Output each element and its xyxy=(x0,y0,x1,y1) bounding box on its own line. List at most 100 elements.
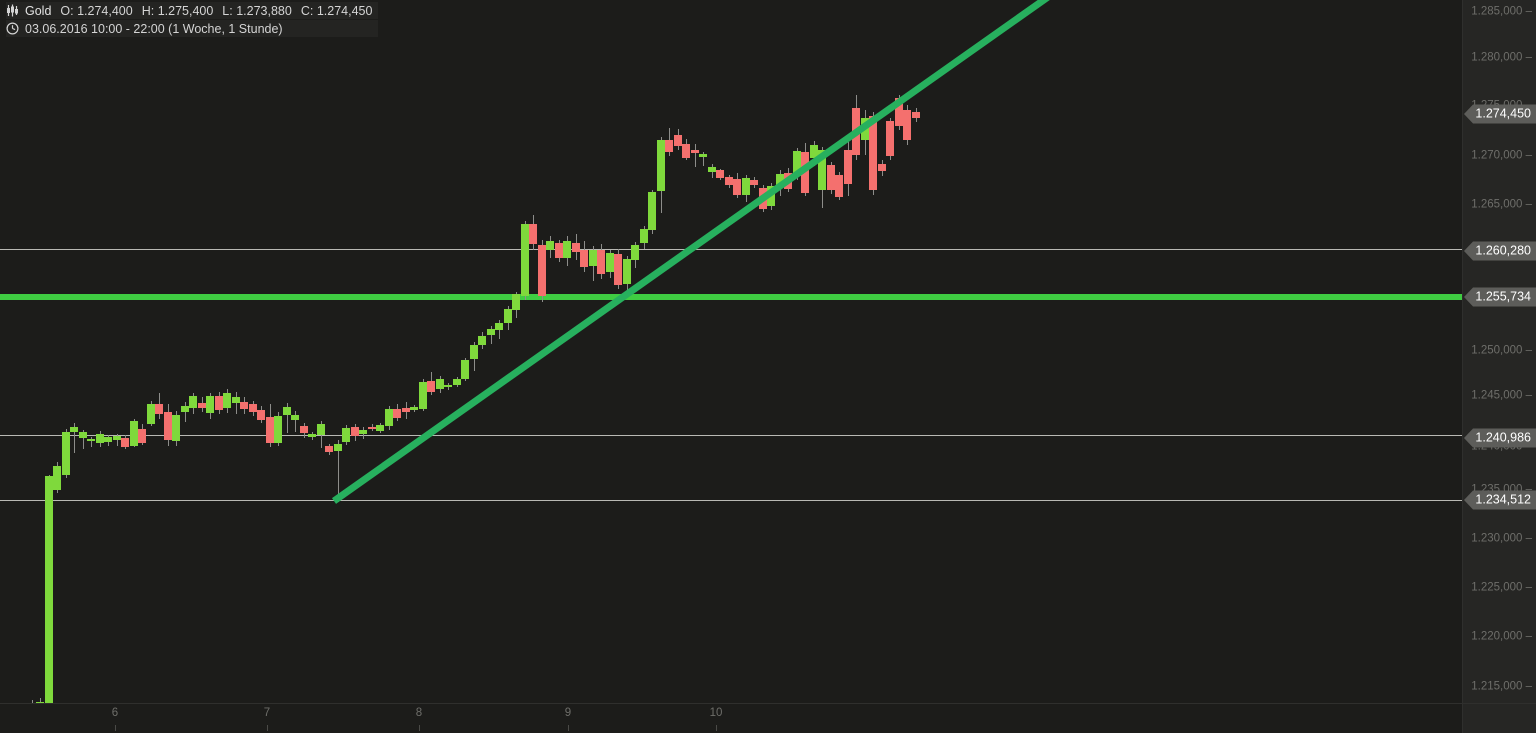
candle[interactable] xyxy=(546,0,554,733)
candle[interactable] xyxy=(878,0,886,733)
candle[interactable] xyxy=(563,0,571,733)
candle[interactable] xyxy=(325,0,333,733)
candle[interactable] xyxy=(359,0,367,733)
candle[interactable] xyxy=(708,0,716,733)
candle[interactable] xyxy=(138,0,146,733)
candle[interactable] xyxy=(461,0,469,733)
candle[interactable] xyxy=(674,0,682,733)
candle[interactable] xyxy=(257,0,265,733)
candle[interactable] xyxy=(750,0,758,733)
candle[interactable] xyxy=(623,0,631,733)
candle[interactable] xyxy=(79,0,87,733)
candle[interactable] xyxy=(903,0,911,733)
candle[interactable] xyxy=(223,0,231,733)
candle[interactable] xyxy=(555,0,563,733)
candle[interactable] xyxy=(249,0,257,733)
candle[interactable] xyxy=(181,0,189,733)
candle[interactable] xyxy=(691,0,699,733)
candle[interactable] xyxy=(28,0,36,733)
time-axis[interactable]: 6 7 8 9 10 xyxy=(0,703,1462,733)
candle[interactable] xyxy=(810,0,818,733)
candle[interactable] xyxy=(733,0,741,733)
price-badge[interactable]: 1.274,450 xyxy=(1464,104,1536,124)
candle[interactable] xyxy=(342,0,350,733)
candle[interactable] xyxy=(419,0,427,733)
candle[interactable] xyxy=(87,0,95,733)
candle[interactable] xyxy=(912,0,920,733)
candle[interactable] xyxy=(776,0,784,733)
candle[interactable] xyxy=(504,0,512,733)
candle[interactable] xyxy=(716,0,724,733)
candle[interactable] xyxy=(606,0,614,733)
candle[interactable] xyxy=(453,0,461,733)
candle[interactable] xyxy=(725,0,733,733)
candle[interactable] xyxy=(96,0,104,733)
candle[interactable] xyxy=(274,0,282,733)
candle[interactable] xyxy=(657,0,665,733)
candle[interactable] xyxy=(376,0,384,733)
candle[interactable] xyxy=(232,0,240,733)
candle[interactable] xyxy=(368,0,376,733)
price-badge[interactable]: 1.234,512 xyxy=(1464,490,1536,510)
price-badge[interactable]: 1.255,734 xyxy=(1464,287,1536,307)
candle[interactable] xyxy=(699,0,707,733)
candle[interactable] xyxy=(19,0,27,733)
candle[interactable] xyxy=(835,0,843,733)
candle[interactable] xyxy=(640,0,648,733)
candle[interactable] xyxy=(682,0,690,733)
candle[interactable] xyxy=(665,0,673,733)
candle[interactable] xyxy=(215,0,223,733)
candle[interactable] xyxy=(70,0,78,733)
candle[interactable] xyxy=(538,0,546,733)
candle[interactable] xyxy=(801,0,809,733)
candle[interactable] xyxy=(2,0,10,733)
candle[interactable] xyxy=(45,0,53,733)
candle[interactable] xyxy=(487,0,495,733)
candle[interactable] xyxy=(784,0,792,733)
candle[interactable] xyxy=(580,0,588,733)
candle[interactable] xyxy=(589,0,597,733)
candle[interactable] xyxy=(189,0,197,733)
candle[interactable] xyxy=(206,0,214,733)
price-badge[interactable]: 1.240,986 xyxy=(1464,428,1536,448)
candle[interactable] xyxy=(827,0,835,733)
candle[interactable] xyxy=(385,0,393,733)
candle[interactable] xyxy=(53,0,61,733)
candle[interactable] xyxy=(844,0,852,733)
candle[interactable] xyxy=(759,0,767,733)
candle[interactable] xyxy=(614,0,622,733)
candle[interactable] xyxy=(742,0,750,733)
candle[interactable] xyxy=(444,0,452,733)
candle[interactable] xyxy=(895,0,903,733)
candle[interactable] xyxy=(470,0,478,733)
candle[interactable] xyxy=(172,0,180,733)
candle[interactable] xyxy=(852,0,860,733)
candle[interactable] xyxy=(113,0,121,733)
candle[interactable] xyxy=(266,0,274,733)
candle[interactable] xyxy=(36,0,44,733)
candle[interactable] xyxy=(317,0,325,733)
candle[interactable] xyxy=(818,0,826,733)
candle[interactable] xyxy=(121,0,129,733)
candle[interactable] xyxy=(104,0,112,733)
candle[interactable] xyxy=(521,0,529,733)
candle[interactable] xyxy=(334,0,342,733)
candle[interactable] xyxy=(402,0,410,733)
candle[interactable] xyxy=(869,0,877,733)
candle[interactable] xyxy=(767,0,775,733)
candle[interactable] xyxy=(631,0,639,733)
price-badge[interactable]: 1.260,280 xyxy=(1464,241,1536,261)
candle[interactable] xyxy=(155,0,163,733)
candle[interactable] xyxy=(861,0,869,733)
candle[interactable] xyxy=(410,0,418,733)
candle[interactable] xyxy=(495,0,503,733)
candle[interactable] xyxy=(436,0,444,733)
candle[interactable] xyxy=(198,0,206,733)
candle[interactable] xyxy=(427,0,435,733)
candle[interactable] xyxy=(351,0,359,733)
candle[interactable] xyxy=(393,0,401,733)
candle[interactable] xyxy=(164,0,172,733)
candle[interactable] xyxy=(11,0,19,733)
candle[interactable] xyxy=(648,0,656,733)
